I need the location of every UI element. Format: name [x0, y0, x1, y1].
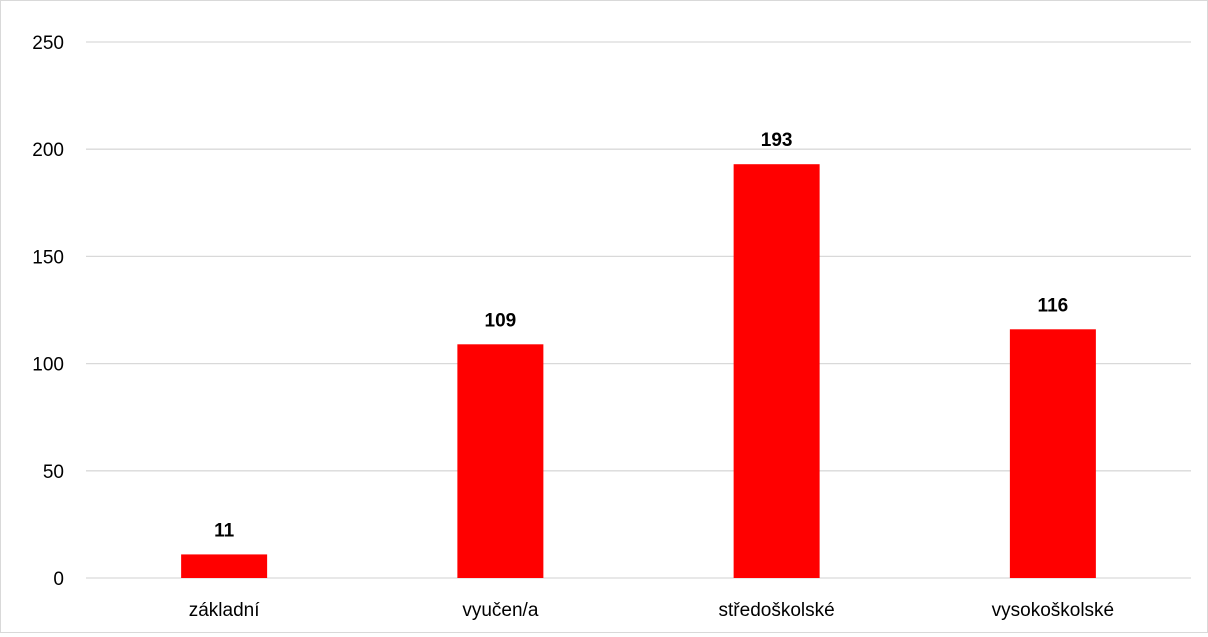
data-label: 116 [1038, 295, 1069, 316]
data-label: 11 [214, 520, 235, 541]
bar [1009, 329, 1096, 578]
bar [181, 554, 268, 578]
x-category-label: základní [189, 600, 260, 621]
bar [733, 164, 820, 578]
x-category-label: středoškolské [719, 600, 835, 621]
y-tick-label: 50 [43, 462, 64, 483]
data-label: 109 [485, 310, 517, 331]
y-tick-label: 250 [32, 33, 64, 54]
bar [457, 344, 544, 578]
data-label: 193 [761, 130, 793, 151]
y-tick-label: 100 [32, 355, 64, 376]
y-tick-label: 0 [53, 569, 64, 590]
y-tick-label: 200 [32, 140, 64, 161]
x-category-label: vysokoškolské [992, 600, 1115, 621]
y-tick-label: 150 [32, 247, 64, 268]
x-category-label: vyučen/a [462, 600, 538, 621]
